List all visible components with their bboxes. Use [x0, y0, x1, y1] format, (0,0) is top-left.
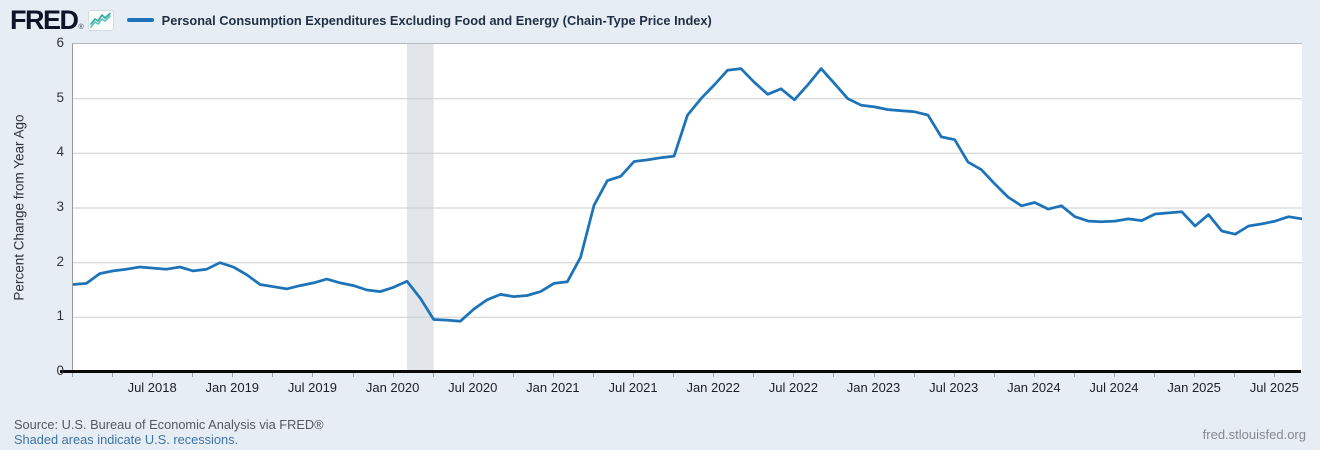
recession-note-link[interactable]: Shaded areas indicate U.S. recessions. [14, 432, 239, 447]
x-tick-mark [272, 373, 274, 377]
x-tick-label: Jan 2022 [686, 380, 740, 395]
x-tick-label: Jan 2021 [526, 380, 580, 395]
chart-title: Personal Consumption Expenditures Exclud… [161, 12, 712, 28]
x-tick-mark [1234, 373, 1236, 377]
y-tick-label: 2 [56, 253, 64, 269]
x-tick-mark [1154, 373, 1156, 377]
x-tick-mark [1194, 373, 1196, 377]
x-tick-label: Jul 2019 [287, 380, 338, 395]
x-tick-mark [833, 373, 835, 377]
x-tick-mark [472, 373, 474, 377]
x-tick-mark [913, 373, 915, 377]
x-tick-mark [1274, 373, 1276, 377]
source-text: Source: U.S. Bureau of Economic Analysis… [14, 417, 324, 432]
x-tick-mark [793, 373, 795, 377]
x-tick-label: Jan 2024 [1007, 380, 1061, 395]
x-tick-label: Jul 2018 [127, 380, 177, 395]
x-tick-label: Jul 2022 [768, 380, 818, 395]
legend-line-swatch [126, 18, 154, 22]
y-tick-label: 6 [56, 35, 64, 50]
x-tick-label: Jul 2020 [448, 380, 498, 395]
x-tick-mark [352, 373, 354, 377]
data-line [73, 67, 1302, 323]
x-tick-mark [392, 373, 394, 377]
x-tick-mark [873, 373, 875, 377]
y-tick-label: 3 [56, 199, 64, 214]
x-tick-mark [633, 373, 635, 377]
x-tick-mark [713, 373, 715, 377]
x-tick-label: Jul 2023 [929, 380, 979, 395]
plot-area[interactable] [72, 43, 1302, 372]
x-tick-mark [112, 373, 114, 377]
x-tick-mark [673, 373, 675, 377]
x-tick-mark [512, 373, 514, 377]
x-tick-mark [953, 373, 955, 377]
fred-logo[interactable]: FRED [10, 4, 79, 35]
x-tick-mark [192, 373, 194, 377]
fred-sparkline-icon[interactable] [87, 9, 114, 31]
x-tick-mark [1113, 373, 1115, 377]
x-tick-mark [1073, 373, 1075, 377]
x-tick-label: Jan 2020 [365, 380, 420, 395]
y-tick-label: 0 [56, 363, 64, 378]
x-tick-mark [592, 373, 594, 377]
x-tick-mark [432, 373, 434, 377]
fred-logo-registered-mark: ® [78, 24, 84, 31]
x-tick-mark [1033, 373, 1035, 377]
chart-header: FRED ® Personal Consumption Expenditures… [10, 6, 712, 34]
y-tick-label: 5 [56, 89, 64, 105]
x-tick-label: Jan 2025 [1167, 380, 1221, 395]
x-tick-mark [232, 373, 234, 377]
x-axis-line [60, 370, 1301, 373]
x-tick-mark [72, 373, 73, 377]
y-axis-title: Percent Change from Year Ago [11, 113, 27, 301]
x-tick-mark [552, 373, 554, 377]
x-tick-label: Jul 2025 [1249, 380, 1299, 395]
y-tick-label: 4 [56, 144, 64, 160]
x-tick-label: Jan 2019 [205, 380, 260, 395]
x-tick-label: Jan 2023 [846, 380, 901, 395]
x-tick-mark [152, 373, 154, 377]
x-tick-mark [753, 373, 755, 377]
site-url-link[interactable]: fred.stlouisfed.org [1202, 427, 1306, 442]
x-tick-mark [312, 373, 314, 377]
x-tick-label: Jul 2021 [608, 380, 658, 395]
x-tick-mark [993, 373, 995, 377]
x-tick-label: Jul 2024 [1089, 380, 1139, 395]
y-tick-label: 1 [56, 308, 64, 324]
